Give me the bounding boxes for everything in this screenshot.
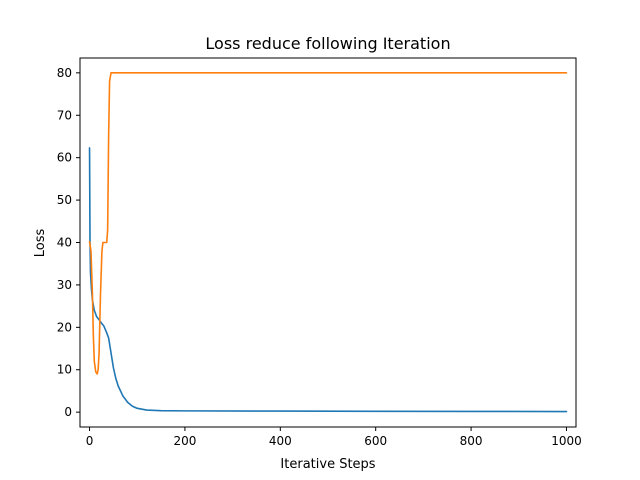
x-tick-label: 600: [364, 434, 387, 448]
y-tick-label: 60: [57, 151, 72, 165]
y-tick-label: 80: [57, 66, 72, 80]
y-tick-label: 70: [57, 108, 72, 122]
series-layer: [88, 72, 568, 413]
series-line-2: [88, 72, 568, 375]
plot-area: [79, 57, 577, 428]
y-tick-label: 0: [64, 405, 72, 419]
x-axis-label: Iterative Steps: [280, 457, 375, 472]
x-tick-label: 1000: [551, 434, 582, 448]
y-tick-label: 10: [57, 363, 72, 377]
series-line-1: [88, 147, 568, 413]
y-tick-label: 30: [57, 278, 72, 292]
x-tick-label: 0: [86, 434, 94, 448]
chart-title: Loss reduce following Iteration: [205, 34, 450, 53]
x-tick-label: 400: [269, 434, 292, 448]
y-axis-label: Loss: [33, 229, 48, 258]
x-tick-label: 800: [460, 434, 483, 448]
y-axis: 0 10 20 30 40 50 60 70 80: [57, 66, 80, 419]
x-tick-label: 200: [173, 434, 196, 448]
y-tick-label: 20: [57, 320, 72, 334]
x-axis: 0 200 400 600 800 1000: [86, 427, 582, 448]
axes-frame: [79, 57, 577, 428]
y-tick-label: 50: [57, 193, 72, 207]
y-tick-label: 40: [57, 236, 72, 250]
